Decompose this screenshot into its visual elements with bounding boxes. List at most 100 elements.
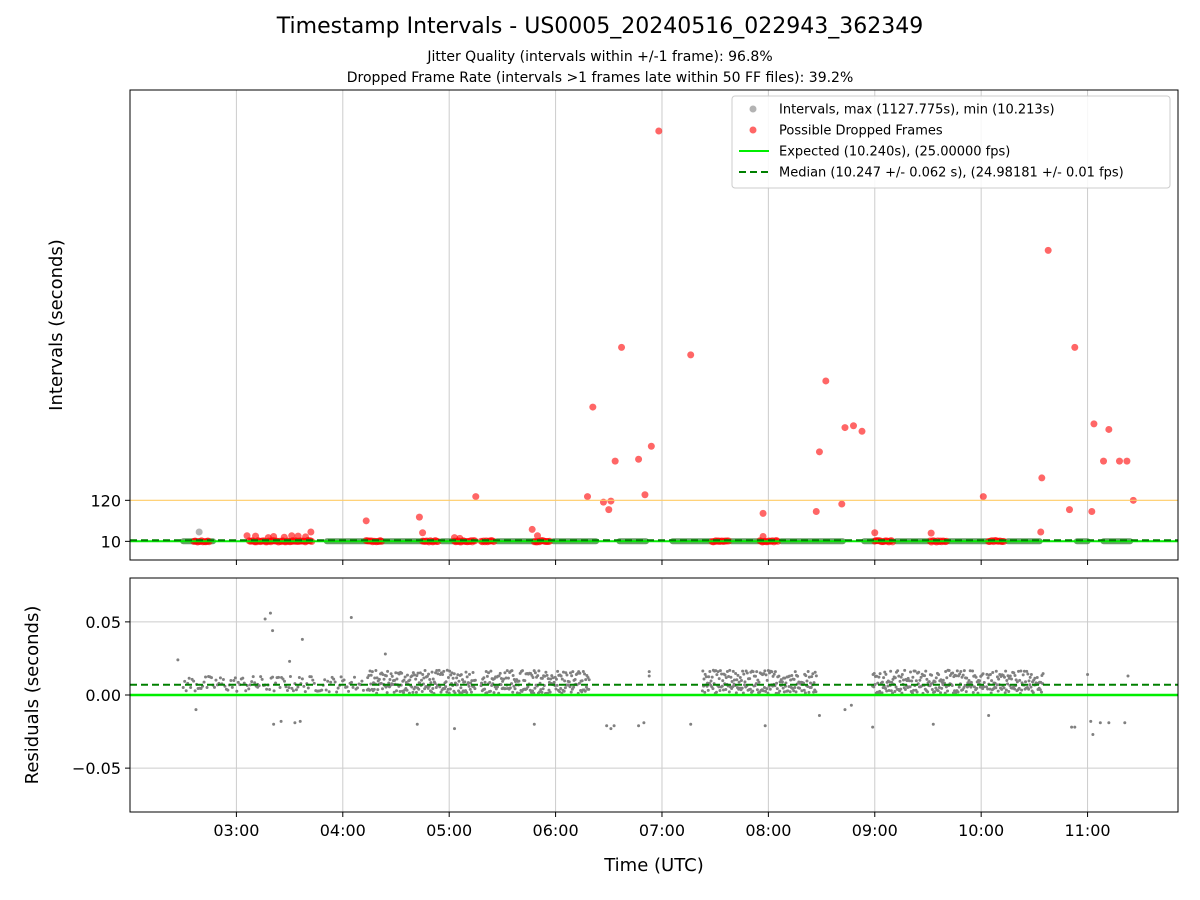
residual-point: [741, 691, 745, 695]
residual-point: [422, 676, 426, 680]
residual-point: [703, 690, 707, 694]
residual-point: [1020, 688, 1024, 692]
residual-point: [727, 690, 731, 694]
residual-point: [941, 678, 945, 682]
residual-point: [485, 674, 489, 678]
residual-point: [723, 673, 727, 677]
residual-point: [773, 670, 777, 674]
residual-point: [930, 687, 934, 691]
residual-point: [282, 679, 286, 683]
residual-point: [253, 681, 257, 685]
residual-point: [391, 682, 395, 686]
residual-point: [937, 673, 941, 677]
residual-point: [875, 674, 879, 678]
residual-point: [908, 685, 912, 689]
residual-point: [294, 688, 298, 692]
residual-point: [508, 686, 512, 690]
residual-point: [390, 674, 394, 678]
residual-point: [783, 676, 787, 680]
residual-point: [939, 691, 943, 695]
residual-point: [546, 677, 550, 681]
bottom-y-tick-label: 0.00: [85, 686, 121, 705]
residual-point: [384, 685, 388, 689]
residual-point: [580, 679, 584, 683]
residual-point: [1028, 675, 1032, 679]
residual-point: [202, 680, 206, 684]
x-tick-label: 08:00: [745, 821, 791, 840]
residual-point: [1017, 669, 1021, 673]
residual-point: [405, 673, 409, 677]
residual-point: [710, 675, 714, 679]
residual-point: [731, 669, 735, 673]
residual-point: [455, 676, 459, 680]
residual-point: [573, 678, 577, 682]
residual-point: [404, 680, 408, 684]
residual-point: [297, 676, 301, 680]
residual-point: [199, 686, 203, 690]
residual-point: [531, 689, 535, 693]
residual-point: [1029, 673, 1033, 677]
residual-point: [517, 679, 521, 683]
residual-point: [754, 674, 758, 678]
residual-point: [448, 687, 452, 691]
residual-point: [428, 678, 432, 682]
residual-point: [787, 674, 791, 678]
residual-point: [438, 685, 442, 689]
residual-point: [445, 690, 449, 694]
residual-point: [388, 678, 392, 682]
residual-point: [232, 678, 236, 682]
residual-point: [817, 713, 821, 717]
residual-point: [533, 671, 537, 675]
residual-point: [414, 690, 418, 694]
residual-point: [798, 686, 802, 690]
residual-point: [968, 669, 972, 673]
residual-point: [792, 677, 796, 681]
residual-point: [1028, 683, 1032, 687]
residual-point: [877, 675, 881, 679]
residual-point: [568, 671, 572, 675]
residual-point: [554, 677, 558, 681]
dropped-frame-point: [822, 377, 830, 385]
residual-point: [1107, 721, 1111, 725]
residual-point: [909, 670, 913, 674]
residual-point: [793, 670, 797, 674]
residual-point: [721, 679, 725, 683]
residual-point: [581, 669, 585, 673]
residual-point: [963, 683, 967, 687]
residual-point: [487, 671, 491, 675]
residual-point: [807, 690, 811, 694]
dropped-frame-point: [647, 442, 655, 450]
residual-point: [263, 617, 267, 621]
residual-point: [369, 673, 373, 677]
residual-point: [300, 637, 304, 641]
dropped-frame-point: [605, 506, 613, 514]
residual-point: [296, 685, 300, 689]
dropped-frame-point: [415, 513, 423, 521]
residual-point: [447, 691, 451, 695]
residual-point: [871, 725, 875, 729]
residual-point: [803, 691, 807, 695]
residual-point: [565, 673, 569, 677]
residual-point: [560, 677, 564, 681]
residual-point: [429, 681, 433, 685]
residual-point: [345, 685, 349, 689]
residual-point: [994, 669, 998, 673]
residual-point: [1073, 725, 1077, 729]
residual-point: [485, 691, 489, 695]
top-reference-lines: [130, 499, 1178, 543]
residual-point: [410, 674, 414, 678]
residual-point: [515, 691, 519, 695]
residual-point: [945, 676, 949, 680]
residual-point: [1002, 686, 1006, 690]
residual-point: [470, 679, 474, 683]
residual-point: [923, 674, 927, 678]
residual-point: [1027, 679, 1031, 683]
residual-point: [784, 681, 788, 685]
residual-point: [351, 685, 355, 689]
residual-point: [812, 681, 816, 685]
residual-point: [329, 680, 333, 684]
residual-point: [420, 690, 424, 694]
residual-point: [444, 680, 448, 684]
residual-point: [336, 686, 340, 690]
residual-point: [709, 679, 713, 683]
